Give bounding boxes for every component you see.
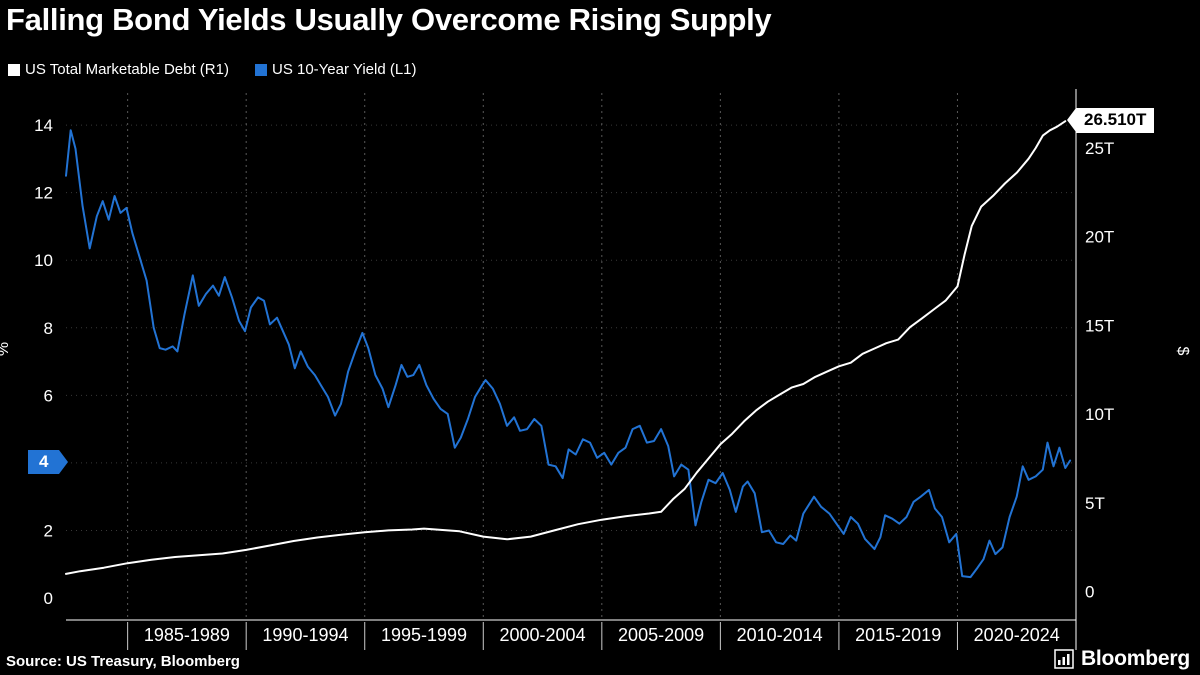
- debt-line: [65, 120, 1067, 575]
- right-tick-label: 5T: [1085, 494, 1105, 513]
- left-tick-label: 8: [44, 319, 53, 338]
- legend-item-yield: US 10-Year Yield (L1): [254, 61, 417, 78]
- left-tick-label: 0: [44, 589, 53, 608]
- legend: US Total Marketable Debt (R1) US 10-Year…: [8, 61, 417, 78]
- right-axis-badge: 26.510T: [1067, 108, 1155, 133]
- right-tick-label: 20T: [1085, 228, 1114, 247]
- left-badge-arrow-icon: [59, 450, 69, 475]
- bloomberg-logo-icon: [1054, 649, 1074, 669]
- legend-label-yield: US 10-Year Yield (L1): [271, 61, 417, 78]
- right-badge-arrow-icon: [1067, 108, 1076, 133]
- left-tick-label: 6: [44, 386, 53, 405]
- legend-item-debt: US Total Marketable Debt (R1): [8, 61, 229, 78]
- x-axis-label: 2015-2019: [855, 625, 941, 645]
- x-axis-label: 2010-2014: [737, 625, 823, 645]
- right-tick-label: 10T: [1085, 405, 1114, 424]
- right-tick-label: 15T: [1085, 316, 1114, 335]
- x-axis-label: 1990-1994: [262, 625, 348, 645]
- legend-swatch-debt: [8, 63, 20, 76]
- left-axis-badge: 4: [28, 449, 69, 475]
- bloomberg-logo-text: Bloomberg: [1080, 647, 1190, 670]
- right-axis-badge-value: 26.510T: [1076, 108, 1155, 133]
- left-tick-label: 12: [34, 184, 53, 203]
- chart-title: Falling Bond Yields Usually Overcome Ris…: [6, 2, 772, 37]
- legend-label-debt: US Total Marketable Debt (R1): [25, 61, 229, 78]
- right-axis-unit: $: [1174, 346, 1191, 356]
- x-axis-label: 2005-2009: [618, 625, 704, 645]
- x-axis-label: 2000-2004: [500, 625, 586, 645]
- x-axis-label: 2020-2024: [974, 625, 1060, 645]
- x-axis-label: 1995-1999: [381, 625, 467, 645]
- right-tick-label: 0: [1085, 583, 1094, 602]
- left-axis-unit: %: [0, 319, 13, 379]
- bloomberg-logo: Bloomberg: [1054, 647, 1190, 671]
- left-tick-label: 10: [34, 251, 53, 270]
- right-tick-label: 25T: [1085, 139, 1114, 158]
- left-tick-label: 2: [44, 521, 53, 540]
- left-axis-badge-value: 4: [28, 449, 60, 475]
- x-axis-label: 1985-1989: [144, 625, 230, 645]
- yield-line: [65, 129, 1072, 579]
- left-tick-label: 14: [34, 116, 53, 135]
- legend-swatch-yield: [254, 63, 267, 76]
- source-text: Source: US Treasury, Bloomberg: [6, 653, 240, 670]
